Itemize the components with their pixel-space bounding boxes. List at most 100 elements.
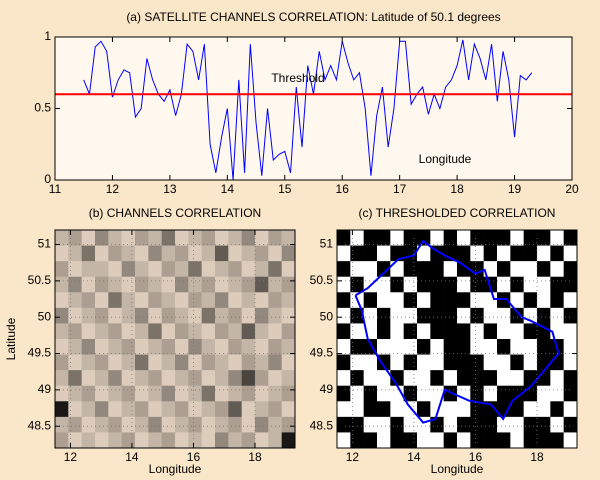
heatmap-cell [161,230,176,246]
heatmap-cell [470,370,484,387]
heatmap-cell [457,276,471,293]
heatmap-cell [403,370,418,387]
heatmap-cell [201,307,216,324]
heatmap-cell [121,276,136,293]
heatmap-cell [241,339,256,355]
heatmap-cell [337,245,351,262]
heatmap-cell [390,230,404,246]
heatmap-cell [81,385,96,402]
heatmap-cell [228,261,242,278]
heatmap-cell [81,230,96,246]
heatmap-cell [175,276,189,293]
heatmap-cell [201,370,216,387]
heatmap-cell [457,432,471,449]
heatmap-cell [403,292,418,309]
heatmap-cell [281,432,296,449]
heatmap-cell [148,292,162,309]
heatmap-cell [148,401,162,418]
heatmap-cell [443,276,458,293]
heatmap-cell [148,245,162,262]
axes-frame [336,229,578,449]
x-tick-label: 19 [508,182,522,196]
heatmap-cell [161,354,176,371]
heatmap-cell [483,292,498,309]
heatmap-cell [55,401,69,418]
heatmap-cell [175,261,189,278]
heatmap-cell [350,245,364,262]
annotation: Threshold [271,71,324,85]
heatmap-cell [95,245,109,262]
heatmap-cell [175,432,189,449]
heatmap-cell [241,307,256,324]
x-tick-label: 13 [163,182,177,196]
heatmap-cell [443,261,458,278]
heatmap-cell [241,261,256,278]
heatmap-cell [188,354,202,371]
heatmap-cell [135,292,149,309]
heatmap-cell [268,230,282,246]
heatmap-cell [215,385,229,402]
x-tick-label: 20 [565,182,579,196]
heatmap-cell [363,261,378,278]
y-tick-label: 0.5 [34,101,51,115]
y-tick-label: 51 [320,237,334,251]
heatmap-cell [497,261,511,278]
heatmap-cell [470,245,484,262]
heatmap-cell [497,370,511,387]
heatmap-cell [241,230,256,246]
heatmap-cell [148,354,162,371]
heatmap-cell [108,245,122,262]
x-tick-label: 18 [530,450,544,464]
heatmap-cell [148,432,162,449]
heatmap-cell [510,354,524,371]
y-tick-label: 48.5 [310,418,334,432]
heatmap-cell [228,339,242,355]
heatmap-cell [281,323,296,340]
x-tick-label: 16 [187,450,201,464]
heatmap-cell [255,245,269,262]
heatmap-cell [188,230,202,246]
heatmap-cell [55,416,69,433]
heatmap-cell [443,401,458,418]
heatmap-cell [483,323,498,340]
heatmap-cell [470,307,484,324]
heatmap-cell [337,416,351,433]
heatmap-cell [523,416,538,433]
heatmap-cell [55,354,69,371]
x-tick-label: 14 [221,182,235,196]
heatmap-cell [148,230,162,246]
heatmap-cell [268,245,282,262]
heatmap-cell [457,245,471,262]
heatmap-cell [350,339,364,355]
heatmap-cell [550,385,564,402]
heatmap-cell [148,339,162,355]
heatmap-cell [350,261,364,278]
heatmap-cell [483,416,498,433]
heatmap-cell [470,385,484,402]
heatmap-cell [215,354,229,371]
heatmap-cell [241,245,256,262]
heatmap-cell [563,432,578,449]
heatmap-cell [417,323,431,340]
heatmap-cell [510,230,524,246]
heatmap-cell [161,245,176,262]
heatmap-cell [497,292,511,309]
heatmap-cell [510,276,524,293]
heatmap-cell [390,339,404,355]
heatmap-cell [523,276,538,293]
heatmap-cell [363,370,378,387]
heatmap-cell [377,401,391,418]
heatmap-cell [268,261,282,278]
heatmap-cell [161,292,176,309]
heatmap-cell [483,354,498,371]
heatmap-cell [255,385,269,402]
heatmap-cell [228,307,242,324]
heatmap-cell [81,401,96,418]
heatmap-cell [350,416,364,433]
heatmap-cell [175,385,189,402]
x-tick-label: 12 [106,182,120,196]
heatmap-cell [228,385,242,402]
heatmap-cell [95,261,109,278]
heatmap-cell [457,354,471,371]
heatmap-cell [55,307,69,324]
